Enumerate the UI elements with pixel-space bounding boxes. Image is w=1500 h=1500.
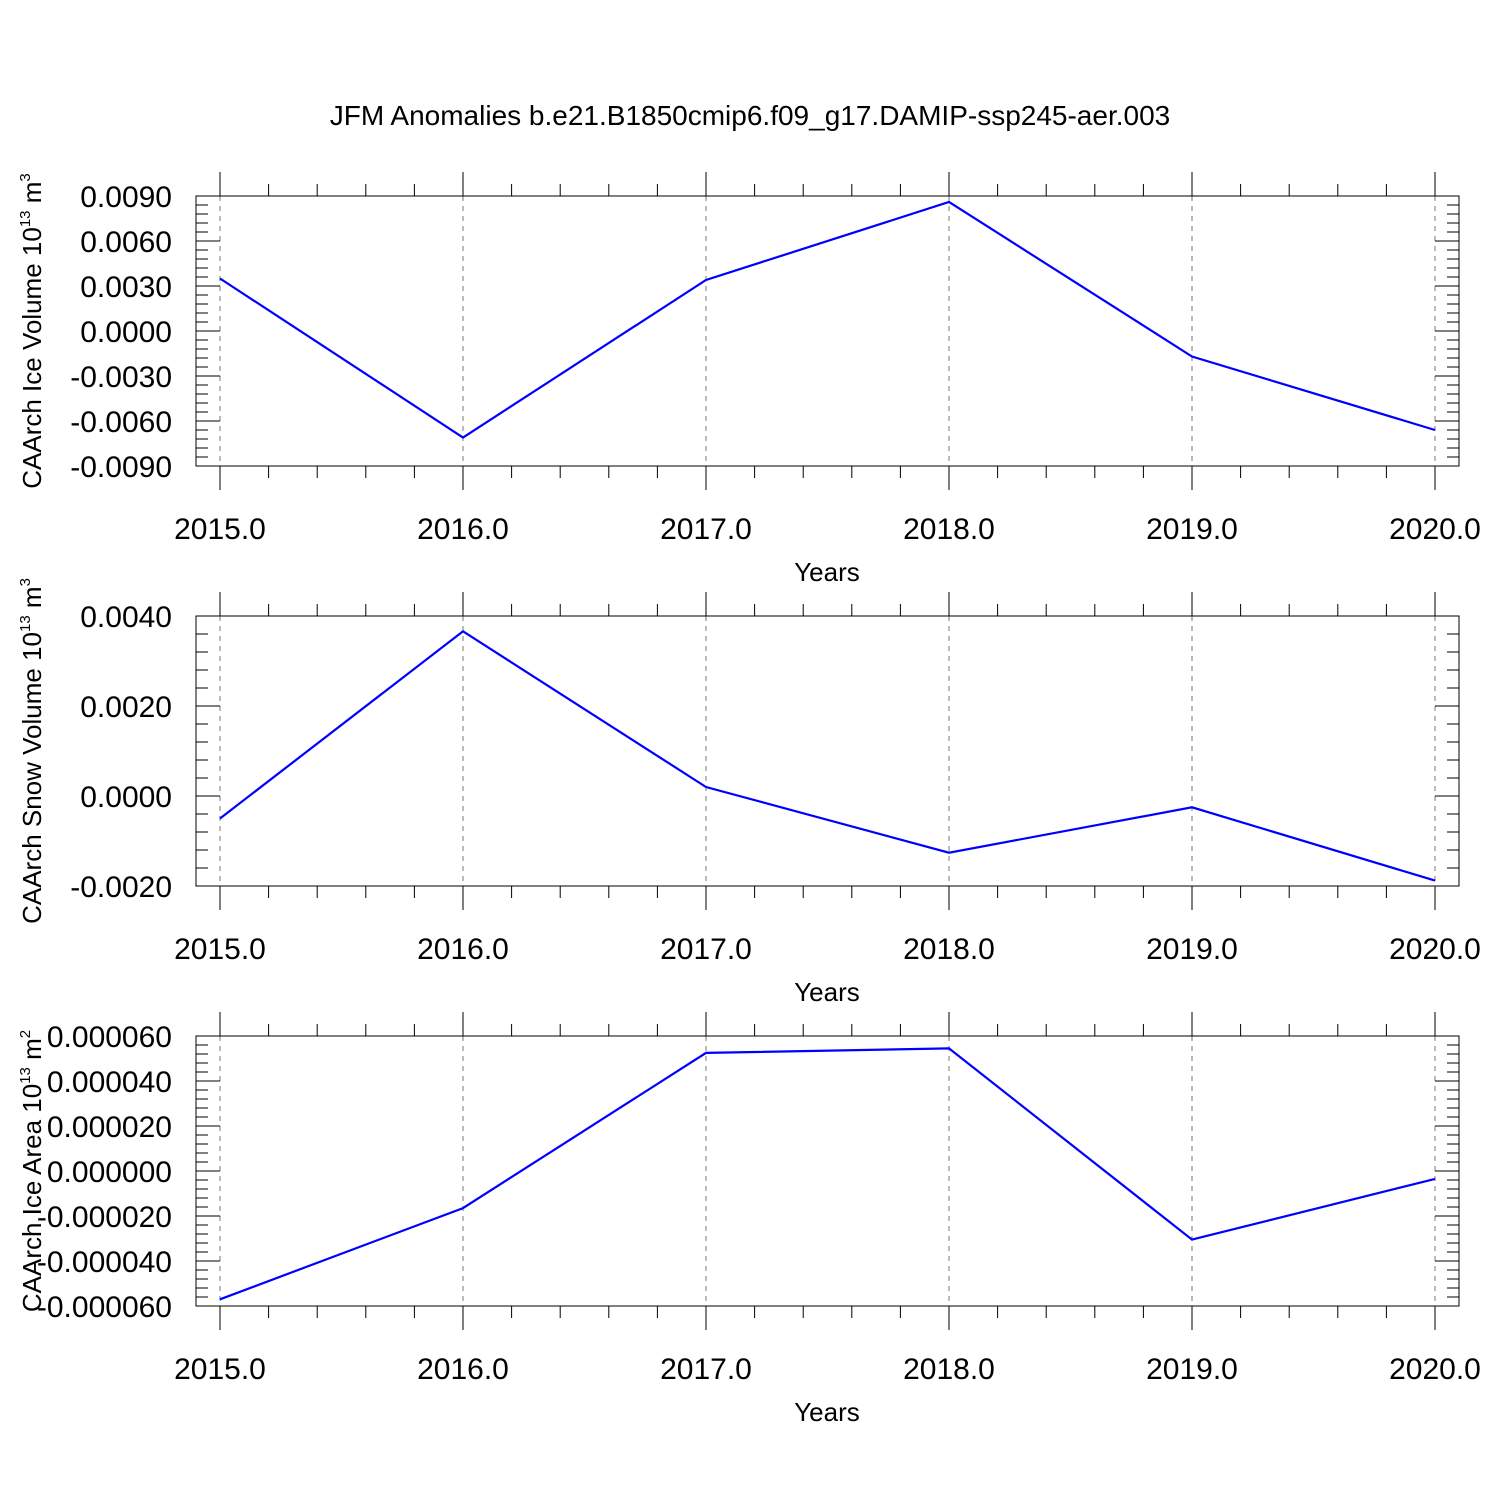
- x-tick-label: 2020.0: [1389, 933, 1481, 966]
- plot-frame: [195, 195, 1460, 467]
- x-tick-label: 2016.0: [417, 513, 509, 546]
- y-axis-label: CAArch Ice Area 1013 m2: [17, 1030, 47, 1312]
- y-tick-label: 0.0040: [80, 601, 172, 634]
- x-tick-label: 2019.0: [1146, 933, 1238, 966]
- series-line: [219, 1047, 1436, 1301]
- panel-3: 0.000060 0.000040 0.000020 0.000000 -0.00002…: [17, 1012, 1481, 1427]
- x-tick-label: 2015.0: [174, 933, 266, 966]
- x-tick-label: 2019.0: [1146, 1353, 1238, 1386]
- x-tick-label: 2017.0: [660, 933, 752, 966]
- y-tick-label: 0.0060: [80, 226, 172, 259]
- plot-frame: [195, 615, 1460, 887]
- y-axis-label: CAArch Snow Volume 1013 m3: [17, 578, 47, 924]
- y-tick-label: 0.0030: [80, 271, 172, 304]
- x-tick-label: 2017.0: [660, 513, 752, 546]
- y-tick-label: 0.0000: [80, 316, 172, 349]
- panel-1: 0.0090 0.0060 0.0030 0.0000 -0.0030 -0.0060 -0…: [17, 172, 1481, 587]
- y-tick-label: 0.000040: [47, 1066, 172, 1099]
- y-axis-label: CAArch Ice Volume 1013 m3: [17, 173, 47, 489]
- y-tick-label: -0.000040: [37, 1246, 172, 1279]
- x-tick-label: 2020.0: [1389, 1353, 1481, 1386]
- x-tick-label: 2016.0: [417, 933, 509, 966]
- x-axis-label: Years: [794, 1397, 860, 1427]
- plot-frame: [195, 1035, 1460, 1307]
- x-tick-label: 2018.0: [903, 1353, 995, 1386]
- x-tick-label: 2017.0: [660, 1353, 752, 1386]
- y-tick-label: 0.000000: [47, 1156, 172, 1189]
- x-tick-label: 2020.0: [1389, 513, 1481, 546]
- x-tick-label: 2015.0: [174, 1353, 266, 1386]
- y-tick-label: -0.0020: [70, 871, 172, 904]
- y-tick-label: 0.0000: [80, 781, 172, 814]
- y-tick-label: 0.000020: [47, 1111, 172, 1144]
- x-tick-label: 2016.0: [417, 1353, 509, 1386]
- y-tick-label: -0.0060: [70, 406, 172, 439]
- x-tick-label: 2018.0: [903, 513, 995, 546]
- y-tick-label: -0.000060: [37, 1291, 172, 1324]
- y-tick-label: -0.000020: [37, 1201, 172, 1234]
- y-tick-label: -0.0090: [70, 451, 172, 484]
- y-tick-label: 0.0020: [80, 691, 172, 724]
- x-axis-label: Years: [794, 557, 860, 587]
- chart-title: JFM Anomalies b.e21.B1850cmip6.f09_g17.D…: [330, 100, 1170, 131]
- y-tick-label: 0.0090: [80, 181, 172, 214]
- x-axis-label: Years: [794, 977, 860, 1007]
- x-tick-label: 2019.0: [1146, 513, 1238, 546]
- series-line: [219, 200, 1436, 439]
- y-tick-label: 0.000060: [47, 1021, 172, 1054]
- y-tick-label: -0.0030: [70, 361, 172, 394]
- x-tick-label: 2015.0: [174, 513, 266, 546]
- chart-panels: 0.0090 0.0060 0.0030 0.0000 -0.0030 -0.0060 -0…: [17, 172, 1481, 1427]
- series-line: [219, 629, 1436, 882]
- x-tick-label: 2018.0: [903, 933, 995, 966]
